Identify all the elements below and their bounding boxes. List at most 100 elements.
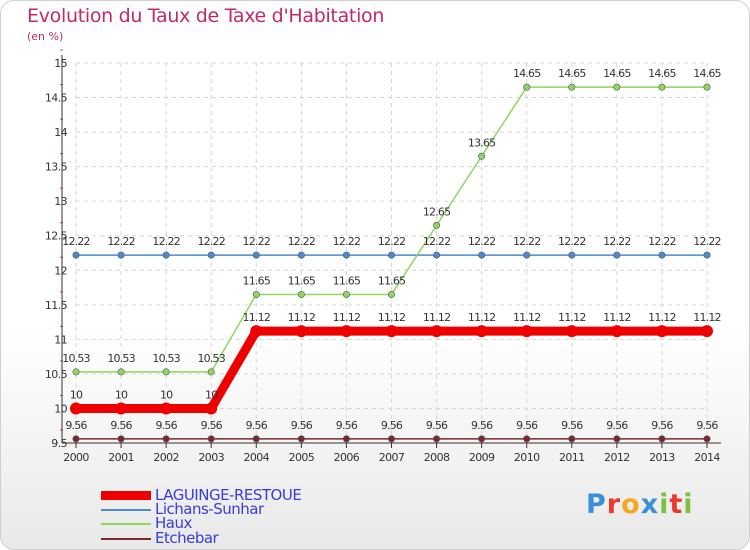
series-point — [565, 325, 578, 338]
logo-letter: P — [586, 489, 607, 520]
legend-swatch-haux — [101, 523, 151, 525]
series-point — [701, 325, 713, 338]
series-point — [387, 251, 395, 259]
x-tick-label: 2014 — [694, 451, 720, 464]
series-point — [70, 402, 82, 415]
series-point — [613, 83, 621, 91]
series-point — [433, 221, 441, 229]
series-point — [252, 290, 260, 298]
data-label: 12.22 — [152, 235, 180, 248]
series-point — [568, 251, 576, 259]
series-point — [658, 83, 666, 91]
legend-swatch-laguinge-restoue — [101, 491, 151, 500]
series-point — [658, 435, 666, 443]
data-label: 12.22 — [243, 235, 271, 248]
logo-letter: i — [659, 489, 670, 520]
data-label: 9.56 — [381, 419, 403, 432]
y-tick-label: 14.5 — [45, 92, 68, 105]
data-label: 12.22 — [603, 235, 631, 248]
data-label: 11.12 — [333, 311, 361, 324]
x-tick-label: 2001 — [108, 451, 134, 464]
series-point — [478, 435, 486, 443]
x-tick-label: 2009 — [469, 451, 495, 464]
series-point — [610, 325, 623, 338]
data-label: 14.65 — [558, 67, 586, 80]
series-point — [207, 368, 215, 376]
data-label: 11.12 — [558, 311, 586, 324]
logo-letter: r — [606, 489, 622, 520]
series-point — [117, 435, 125, 443]
series-point — [703, 435, 711, 443]
series-point — [655, 325, 668, 338]
data-label: 10.53 — [107, 352, 135, 365]
data-label: 9.56 — [471, 419, 493, 432]
data-label: 12.22 — [288, 235, 316, 248]
data-label: 9.56 — [516, 419, 538, 432]
legend-label-etchebar: Etchebar — [155, 529, 219, 547]
legend-swatch-lichans-sunhar — [101, 509, 151, 511]
data-label: 12.65 — [423, 205, 451, 218]
data-label: 12.22 — [62, 235, 90, 248]
series-point — [72, 368, 80, 376]
series-point — [297, 435, 305, 443]
series-point — [117, 368, 125, 376]
data-label: 11.12 — [648, 311, 676, 324]
series-point — [252, 435, 260, 443]
chart-title: Evolution du Taux de Taxe d'Habitation — [27, 5, 385, 27]
series-point — [295, 325, 308, 338]
data-label: 9.56 — [291, 419, 313, 432]
data-label: 11.65 — [378, 274, 406, 287]
series-point — [568, 435, 576, 443]
proxiti-logo: Proxiti — [586, 489, 694, 520]
data-label: 11.12 — [693, 311, 721, 324]
series-point — [207, 251, 215, 259]
y-tick-label: 9.5 — [51, 437, 67, 450]
series-point — [162, 368, 170, 376]
data-label: 14.65 — [513, 67, 541, 80]
data-label: 11.12 — [423, 311, 451, 324]
data-label: 10 — [160, 388, 173, 401]
data-label: 9.56 — [651, 419, 673, 432]
series-point — [252, 251, 260, 259]
series-point — [117, 251, 125, 259]
series-point — [523, 251, 531, 259]
series-point — [160, 402, 173, 415]
data-label: 11.12 — [513, 311, 541, 324]
logo-letter: t — [669, 489, 684, 520]
y-tick-label: 11.5 — [45, 299, 68, 312]
series-point — [523, 83, 531, 91]
logo-letter: x — [640, 489, 660, 520]
data-label: 12.22 — [558, 235, 586, 248]
data-label: 9.56 — [65, 419, 87, 432]
data-label: 10.53 — [197, 352, 225, 365]
data-label: 9.56 — [246, 419, 268, 432]
data-label: 9.56 — [155, 419, 177, 432]
data-label: 9.56 — [696, 419, 718, 432]
data-label: 11.65 — [243, 274, 271, 287]
data-label: 10.53 — [62, 352, 90, 365]
series-point — [430, 325, 443, 338]
data-label: 10 — [70, 388, 83, 401]
data-label: 11.12 — [603, 311, 631, 324]
series-point — [297, 251, 305, 259]
series-point — [72, 435, 80, 443]
data-label: 11.12 — [468, 311, 496, 324]
data-label: 11.12 — [243, 311, 271, 324]
y-tick-label: 11 — [54, 333, 67, 346]
series-point — [523, 435, 531, 443]
series-point — [115, 402, 128, 415]
data-label: 12.22 — [513, 235, 541, 248]
series-point — [205, 402, 218, 415]
legend-label-lichans-sunhar: Lichans-Sunhar — [155, 500, 264, 518]
series-point — [250, 325, 263, 338]
data-label: 11.12 — [288, 311, 316, 324]
data-label: 12.22 — [648, 235, 676, 248]
data-label: 12.22 — [333, 235, 361, 248]
legend-label-laguinge-restoue: LAGUINGE-RESTOUE — [155, 486, 302, 504]
data-label: 9.56 — [606, 419, 628, 432]
data-label: 9.56 — [426, 419, 448, 432]
y-tick-label: 13.5 — [45, 161, 68, 174]
data-label: 9.56 — [561, 419, 583, 432]
data-label: 14.65 — [603, 67, 631, 80]
